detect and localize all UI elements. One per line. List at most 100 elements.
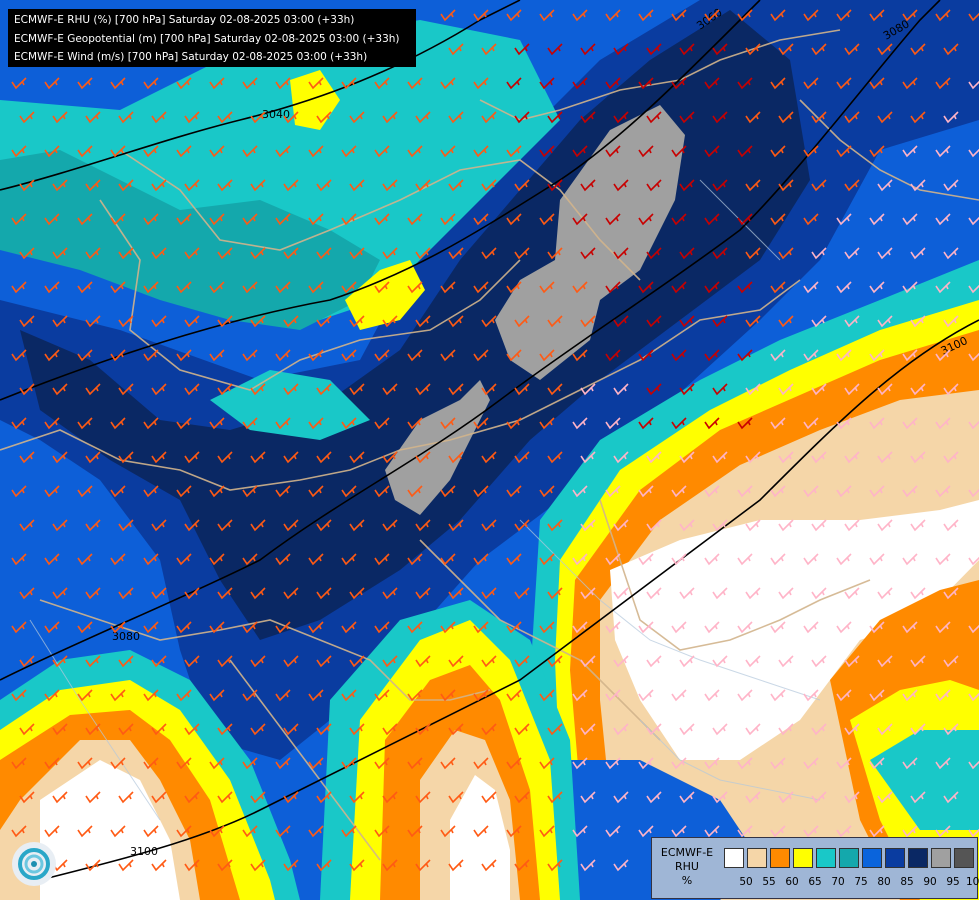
- wind-barb: [514, 451, 530, 464]
- wind-barb: [341, 349, 357, 362]
- wind-barb: [572, 757, 588, 770]
- wind-barb: [143, 77, 159, 90]
- wind-barb: [250, 519, 266, 532]
- wind-barb: [943, 111, 959, 124]
- wind-barb: [836, 349, 852, 362]
- wind-barb: [151, 587, 167, 600]
- wind-barb: [44, 689, 60, 702]
- wind-barb: [712, 791, 728, 804]
- wind-barb: [242, 825, 258, 838]
- legend-label-65: 65: [808, 876, 822, 888]
- wind-barb: [275, 689, 291, 702]
- wind-barb: [85, 655, 101, 668]
- wind-barb: [580, 451, 596, 464]
- wind-barb: [349, 859, 365, 872]
- wind-barb: [250, 451, 266, 464]
- wind-barb: [209, 621, 225, 634]
- wind-barb: [679, 655, 695, 668]
- wind-barb: [374, 553, 390, 566]
- wind-barb: [613, 383, 629, 396]
- wind-barb: [209, 349, 225, 362]
- wind-barb: [473, 485, 489, 498]
- wind-barb: [415, 383, 431, 396]
- wind-barb: [902, 825, 918, 838]
- wind-barb: [349, 655, 365, 668]
- wind-barb: [770, 145, 786, 158]
- wind-barb: [118, 519, 134, 532]
- wind-barb: [514, 519, 530, 532]
- wind-barb: [539, 213, 555, 226]
- wind-barb: [473, 689, 489, 702]
- wind-barb: [341, 281, 357, 294]
- wind-barb: [968, 12, 979, 22]
- wind-barb: [44, 213, 60, 226]
- wind-barb: [19, 519, 35, 532]
- wind-barb: [605, 621, 621, 634]
- wind-barb: [506, 757, 522, 770]
- wind-barb: [11, 621, 27, 634]
- wind-barb: [877, 111, 893, 124]
- wind-barb: [737, 349, 753, 362]
- wind-barb: [77, 145, 93, 158]
- wind-barb: [374, 825, 390, 838]
- wind-barb: [415, 655, 431, 668]
- wind-barb: [836, 145, 852, 158]
- wind-barb: [778, 179, 794, 192]
- wind-barb: [481, 383, 497, 396]
- wind-barb: [77, 349, 93, 362]
- wind-barb: [308, 485, 324, 498]
- rhu-65-nw-2: [345, 260, 425, 330]
- wind-barb: [778, 519, 794, 532]
- rhu-legend: ECMWF-E RHU % 50 55 60 65 70 75 80 85 90 95 100: [651, 837, 979, 899]
- wind-barb: [778, 315, 794, 328]
- wind-barb: [151, 723, 167, 736]
- wind-barb: [869, 689, 885, 702]
- wind-barb: [407, 485, 423, 498]
- wind-barb: [275, 145, 291, 158]
- wind-barb: [539, 145, 555, 158]
- wind-barb: [52, 587, 68, 600]
- wind-barb: [803, 553, 819, 566]
- wind-barb: [745, 43, 761, 56]
- wind-barb: [547, 43, 563, 56]
- wind-barb: [844, 587, 860, 600]
- wind-barb: [151, 111, 167, 124]
- wind-barb: [283, 519, 299, 532]
- rhu-50-south: [450, 775, 510, 900]
- wind-barb: [374, 349, 390, 362]
- header-line-wind: ECMWF-E Wind (m/s) [700 hPa] Saturday 02…: [14, 51, 368, 64]
- rhu-75-nw: [0, 150, 380, 330]
- wind-barb: [877, 655, 893, 668]
- wind-barb: [44, 281, 60, 294]
- wind-barb: [481, 179, 497, 192]
- wind-barb: [869, 621, 885, 634]
- wind-barb: [844, 519, 860, 532]
- wind-barb: [118, 315, 134, 328]
- wind-barb: [473, 621, 489, 634]
- wind-barb: [803, 757, 819, 770]
- wind-barb: [613, 655, 629, 668]
- wind-barb: [605, 553, 621, 566]
- wind-barb: [308, 825, 324, 838]
- wind-barb: [778, 587, 794, 600]
- wind-barb: [572, 621, 588, 634]
- wind-barb: [217, 655, 233, 668]
- legend-swatch-65: [793, 848, 813, 868]
- map-header: ECMWF-E RHU (%) [700 hPa] Saturday 02-08…: [8, 9, 416, 67]
- wind-barb: [52, 519, 68, 532]
- wind-barb: [770, 349, 786, 362]
- wind-barb: [671, 689, 687, 702]
- wind-barb: [877, 179, 893, 192]
- wind-barb: [506, 349, 522, 362]
- wind-barb: [968, 420, 979, 430]
- wind-barb: [679, 383, 695, 396]
- wind-barb: [935, 349, 951, 362]
- wind-barb: [308, 621, 324, 634]
- wind-barb: [638, 621, 654, 634]
- wind-barb: [613, 179, 629, 192]
- wind-barb: [902, 213, 918, 226]
- wind-barb: [877, 247, 893, 260]
- wind-barb: [19, 655, 35, 668]
- wind-barb: [712, 723, 728, 736]
- wind-barb: [638, 281, 654, 294]
